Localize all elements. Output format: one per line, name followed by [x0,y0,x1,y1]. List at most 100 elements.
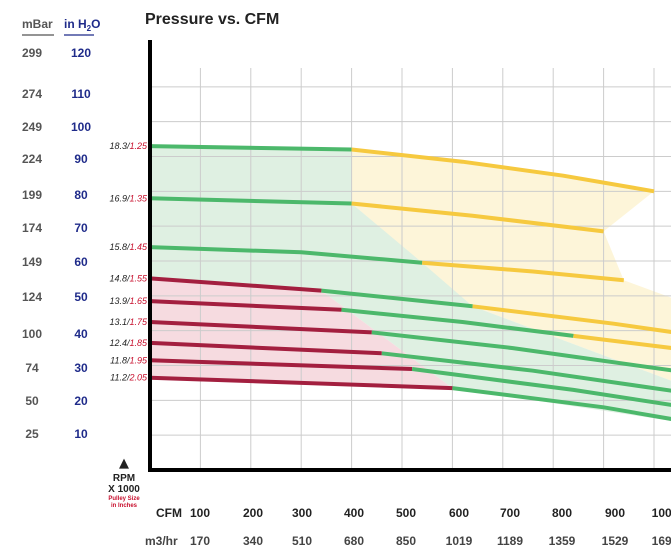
curve-segment-red [149,299,342,312]
curve-segment-red [149,320,372,335]
curve-segment-red [149,276,322,293]
x-tick-cfm: 500 [396,506,416,520]
y-tick-mbar: 274 [22,87,42,101]
y-tick-mbar: 199 [22,188,42,202]
x-tick-m3hr: 1189 [497,534,523,548]
x-tick-cfm: 100 [190,506,210,520]
curve-label: 11.2/2.05 [110,373,148,383]
x-tick-m3hr: 510 [292,534,312,548]
x-tick-m3hr: 340 [243,534,263,548]
curve-label: 18.3/1.25 [109,141,148,151]
y-tick-mbar: 299 [22,46,42,60]
lines-layer [149,144,671,421]
y-tick-mbar: 100 [22,327,42,341]
curve-pulley-value: 1.85 [129,338,148,348]
y-tick-inh2o: 40 [74,327,88,341]
curve-segment-green [341,307,574,338]
y-tick-mbar: 249 [22,120,42,134]
axes-layer [148,40,671,472]
curve-rpm-value: 11.2/ [110,373,131,383]
curve-label: 13.1/1.75 [109,317,148,327]
y-tick-mbar: 74 [25,361,39,375]
x-tick-cfm: 600 [449,506,469,520]
x-tick-m3hr: 680 [344,534,364,548]
curve-segment-yellow [573,333,671,350]
curve-segment-red [149,358,413,371]
y-tick-mbar: 224 [22,152,42,166]
y-tick-mbar: 124 [22,290,42,304]
y-axis-right-header: in H2O [64,17,100,33]
x-tick-cfm: 300 [292,506,312,520]
zones-layer [150,146,671,421]
y-tick-mbar: 149 [22,255,42,269]
y-tick-inh2o: 70 [74,221,88,235]
curve-segment-green [321,288,473,309]
curve-segment-green [149,144,352,152]
x-tick-cfm: 400 [344,506,364,520]
curve-labels-layer: 18.3/1.25 16.9/1.35 15.8/1.45 14.8/1.55 13.9… [109,141,148,383]
curve-label: 13.9/1.65 [109,296,148,306]
curve-pulley-value: 1.35 [129,193,148,203]
curve-rpm-value: 13.1/ [109,317,131,327]
y-tick-inh2o: 80 [74,188,88,202]
curve-segment-red [149,340,382,356]
curve-pulley-value: 1.95 [129,355,148,365]
curve-label: 16.9/1.35 [109,193,148,203]
x-tick-cfm: 200 [243,506,263,520]
curve-pulley-value: 1.25 [129,141,148,151]
x-tick-cfm: 700 [500,506,520,520]
curve-pulley-value: 1.75 [129,317,148,327]
curve-label: 11.8/1.95 [110,355,148,365]
curve-pulley-value: 1.45 [129,242,148,252]
rpm-label: RPM [113,473,135,484]
x-axis-secondary-label: m3/hr [145,534,178,548]
curve-segment-red [149,375,453,391]
rpm-multiplier-label: X 1000 [108,484,140,495]
curve-label: 14.8/1.55 [109,273,148,283]
y-tick-inh2o: 20 [74,394,88,408]
y-tick-inh2o: 110 [71,87,91,101]
x-tick-m3hr: 1529 [602,534,629,548]
curve-segment-yellow [351,201,604,234]
x-ticks-layer: 100 200 300 400 500 600 700 800 900 1000 170 340 510… [190,506,671,548]
x-axis-label: CFM [156,506,182,520]
x-tick-m3hr: 1359 [549,534,576,548]
y-tick-mbar: 50 [25,394,39,408]
curve-rpm-value: 16.9/ [109,193,131,203]
curve-segment-green [452,386,671,421]
curve-segment-yellow [422,260,624,283]
x-tick-cfm: 1000 [652,506,671,520]
x-tick-cfm: 900 [605,506,625,520]
curve-rpm-value: 13.9/ [109,296,131,306]
y-tick-inh2o: 60 [74,255,88,269]
curve-rpm-value: 12.4/ [109,338,131,348]
curve-segment-green [149,245,423,265]
grid-layer [150,68,671,470]
curve-pulley-value: 1.65 [129,296,148,306]
y-ticks-layer: 299 274 249 224 199 174 149 124 100 74 50 25 120 110 1… [22,46,91,441]
x-tick-m3hr: 170 [190,534,210,548]
curve-segment-green [371,330,671,373]
chart-title: Pressure vs. CFM [145,11,279,28]
y-tick-inh2o: 100 [71,120,91,134]
y-tick-inh2o: 120 [71,46,91,60]
y-tick-inh2o: 50 [74,290,88,304]
curve-rpm-value: 11.8/ [110,355,131,365]
x-tick-m3hr: 1699 [652,534,671,548]
y-axis-left-header: mBar [22,17,53,31]
curve-segment-green [411,367,671,407]
curve-pulley-value: 2.05 [128,373,148,383]
curve-segment-green [149,196,352,206]
x-tick-m3hr: 1019 [446,534,473,548]
curve-label: 15.8/1.45 [109,242,148,252]
x-tick-cfm: 800 [552,506,572,520]
y-tick-inh2o: 10 [74,427,88,441]
curve-segment-green [381,351,671,393]
y-tick-mbar: 174 [22,221,42,235]
y-tick-mbar: 25 [25,427,39,441]
curve-label: 12.4/1.85 [109,338,148,348]
y-tick-inh2o: 30 [74,361,88,375]
curve-pulley-value: 1.55 [129,273,148,283]
rpm-arrow-icon: ▲ [119,456,129,471]
